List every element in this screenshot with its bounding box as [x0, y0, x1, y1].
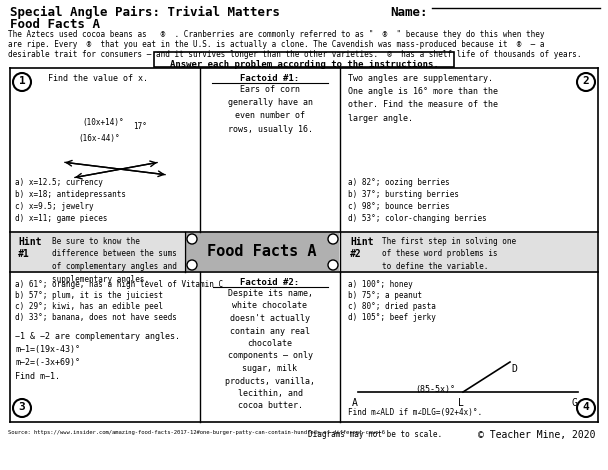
Text: d) x=11; game pieces: d) x=11; game pieces [15, 214, 108, 223]
Circle shape [13, 73, 31, 91]
Text: Diagrams may not be to scale.: Diagrams may not be to scale. [308, 430, 442, 439]
Text: The Aztecs used cocoa beans as   ®  . Cranberries are commonly referred to as " : The Aztecs used cocoa beans as ® . Cranb… [8, 30, 545, 39]
Text: Despite its name,
white chocolate
doesn't actually
contain any real
chocolate
co: Despite its name, white chocolate doesn'… [225, 289, 315, 410]
Text: c) 80°; dried pasta: c) 80°; dried pasta [348, 302, 436, 311]
Text: Be sure to know the
difference between the sums
of complementary angles and
supp: Be sure to know the difference between t… [52, 237, 177, 283]
Text: Special Angle Pairs: Trivial Matters: Special Angle Pairs: Trivial Matters [10, 6, 280, 19]
Text: d) 33°; banana, does not have seeds: d) 33°; banana, does not have seeds [15, 313, 177, 322]
Text: are ripe. Every  ®  that you eat in the U.S. is actually a clone. The Cavendish : are ripe. Every ® that you eat in the U.… [8, 40, 545, 49]
Text: Ears of corn
generally have an
even number of
rows, usually 16.: Ears of corn generally have an even numb… [227, 85, 313, 133]
Text: a) 61°; orange, has a high level of Vitamin C: a) 61°; orange, has a high level of Vita… [15, 280, 223, 289]
Text: Factoid #1:: Factoid #1: [240, 74, 300, 83]
Text: L: L [458, 398, 464, 408]
Text: c) 98°; bounce berries: c) 98°; bounce berries [348, 202, 450, 211]
Text: b) 37°; bursting berries: b) 37°; bursting berries [348, 190, 459, 199]
Text: 17°: 17° [133, 122, 147, 131]
Text: Hint
#2: Hint #2 [350, 237, 373, 259]
Circle shape [187, 234, 197, 244]
Text: a) x=12.5; currency: a) x=12.5; currency [15, 178, 103, 187]
Text: Hint
#1: Hint #1 [18, 237, 41, 259]
Text: 1: 1 [19, 77, 26, 86]
Circle shape [328, 260, 338, 270]
Text: 2: 2 [582, 77, 589, 86]
Text: Source: https://www.insider.com/amazing-food-facts-2017-12#one-burger-patty-can-: Source: https://www.insider.com/amazing-… [8, 430, 385, 435]
Text: b) x=18; antidepressants: b) x=18; antidepressants [15, 190, 126, 199]
Text: G: G [572, 398, 578, 408]
Text: D: D [511, 364, 517, 374]
Text: (16x-44)°: (16x-44)° [78, 134, 120, 143]
Text: b) 75°; a peanut: b) 75°; a peanut [348, 291, 422, 300]
Text: © Teacher Mine, 2020: © Teacher Mine, 2020 [478, 430, 596, 440]
Circle shape [13, 399, 31, 417]
Text: Two angles are supplementary.
One angle is 16° more than the
other. Find the mea: Two angles are supplementary. One angle … [348, 74, 498, 123]
Text: c) 29°; kiwi, has an edible peel: c) 29°; kiwi, has an edible peel [15, 302, 163, 311]
Text: a) 100°; honey: a) 100°; honey [348, 280, 413, 289]
Text: Factoid #2:: Factoid #2: [240, 278, 300, 287]
Text: −1 & −2 are complementary angles.
m−1=(19x-43)°
m−2=(-3x+69)°
Find m−1.: −1 & −2 are complementary angles. m−1=(1… [15, 332, 180, 381]
Text: d) 53°; color-changing berries: d) 53°; color-changing berries [348, 214, 487, 223]
FancyBboxPatch shape [154, 52, 454, 67]
Circle shape [328, 234, 338, 244]
Text: c) x=9.5; jewelry: c) x=9.5; jewelry [15, 202, 94, 211]
Circle shape [187, 260, 197, 270]
Text: Answer each problem according to the instructions.: Answer each problem according to the ins… [170, 60, 438, 69]
FancyBboxPatch shape [11, 233, 184, 271]
Text: (10x+14)°: (10x+14)° [82, 118, 123, 127]
Text: A: A [352, 398, 358, 408]
Text: Name:: Name: [390, 6, 427, 19]
Text: Find m∠ALD if m∠DLG=(92+4x)°.: Find m∠ALD if m∠DLG=(92+4x)°. [348, 408, 482, 417]
Text: d) 105°; beef jerky: d) 105°; beef jerky [348, 313, 436, 322]
Text: 3: 3 [19, 402, 26, 413]
Text: desirable trait for consumers – and it survives longer than the other varieties.: desirable trait for consumers – and it s… [8, 50, 581, 59]
Text: b) 57°; plum, it is the juiciest: b) 57°; plum, it is the juiciest [15, 291, 163, 300]
Text: 4: 4 [582, 402, 589, 413]
Text: The first step in solving one
of these word problems is
to define the variable.: The first step in solving one of these w… [382, 237, 516, 271]
FancyBboxPatch shape [341, 233, 597, 271]
Circle shape [577, 399, 595, 417]
Text: Find the value of x.: Find the value of x. [48, 74, 148, 83]
Text: Food Facts A: Food Facts A [10, 18, 100, 31]
Text: (85-5x)°: (85-5x)° [415, 385, 455, 394]
Text: a) 82°; oozing berries: a) 82°; oozing berries [348, 178, 450, 187]
Text: Food Facts A: Food Facts A [207, 244, 317, 259]
FancyBboxPatch shape [186, 233, 339, 271]
Circle shape [577, 73, 595, 91]
